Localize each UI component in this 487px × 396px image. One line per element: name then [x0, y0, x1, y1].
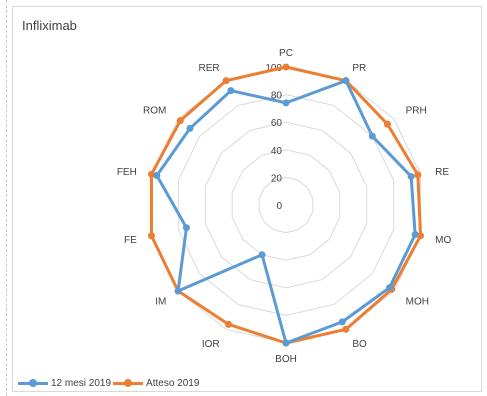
series-2-point-re[interactable] [414, 171, 422, 179]
legend-label-series-2: Atteso 2019 [146, 377, 200, 389]
series-1-point-moh[interactable] [386, 284, 394, 292]
series-1-point-im[interactable] [174, 287, 182, 295]
series-1-point-rom[interactable] [186, 124, 194, 132]
left-guide-line [0, 0, 7, 396]
legend-label-series-1: 12 mesi 2019 [51, 377, 112, 389]
chart-legend: 12 mesi 2019 Atteso 2019 [18, 376, 201, 390]
series-2-point-feh[interactable] [147, 170, 155, 178]
series-1-point-feh[interactable] [153, 172, 161, 180]
tick-label-4: 80 [271, 91, 283, 102]
category-label-mo: MO [435, 235, 451, 246]
series-1-point-mo[interactable] [411, 230, 419, 238]
grid-ring-3 [204, 121, 368, 289]
series-1-point-re[interactable] [407, 172, 415, 180]
tick-label-1: 20 [271, 173, 283, 184]
series-2-point-prh[interactable] [383, 120, 391, 128]
grid-ring-1 [258, 176, 314, 234]
chart-frame [12, 6, 482, 392]
category-label-pc: PC [279, 48, 293, 59]
series-2-point-rer[interactable] [222, 77, 230, 85]
category-label-bo: BO [352, 339, 367, 350]
series-1-point-fe[interactable] [182, 224, 190, 232]
legend-swatch-series-2 [113, 379, 144, 387]
chart-title: Infliximab [22, 18, 77, 33]
legend-swatch-series-1 [18, 379, 48, 387]
series-2-point-mo[interactable] [417, 232, 425, 240]
series-1-point-pr[interactable] [342, 77, 350, 85]
series-1-point-prh[interactable] [368, 132, 376, 140]
series-1-point-rer[interactable] [227, 87, 235, 95]
tick-label-3: 60 [271, 118, 283, 129]
series-2-point-rom[interactable] [176, 117, 184, 125]
series-1-point-boh[interactable] [282, 339, 290, 347]
category-label-moh: MOH [406, 296, 429, 307]
series-2-point-pc[interactable] [282, 63, 290, 71]
category-label-ior: IOR [202, 339, 220, 350]
category-label-feh: FEH [117, 167, 137, 178]
grid-ring-2 [231, 149, 341, 261]
category-label-boh: BOH [275, 354, 297, 365]
category-label-im: IM [155, 296, 166, 307]
tick-label-0: 0 [276, 201, 282, 212]
legend-item-series-1[interactable]: 12 mesi 2019 [18, 378, 111, 389]
series-2-point-ior[interactable] [225, 320, 233, 328]
category-label-prh: PRH [406, 106, 427, 117]
category-label-rer: RER [198, 63, 219, 74]
series-2-point-bo[interactable] [342, 325, 350, 333]
series-1-point-pc[interactable] [282, 99, 290, 107]
category-label-re: RE [435, 167, 449, 178]
category-label-rom: ROM [143, 106, 166, 117]
tick-label-2: 40 [271, 146, 283, 157]
series-1-point-bo[interactable] [338, 318, 346, 326]
series-1-point-ior[interactable] [258, 251, 266, 259]
category-label-pr: PR [352, 63, 366, 74]
legend-item-series-2[interactable]: Atteso 2019 [113, 378, 199, 389]
series-2-point-fe[interactable] [147, 232, 155, 240]
category-label-fe: FE [124, 235, 137, 246]
grid-ring-4 [177, 94, 395, 316]
